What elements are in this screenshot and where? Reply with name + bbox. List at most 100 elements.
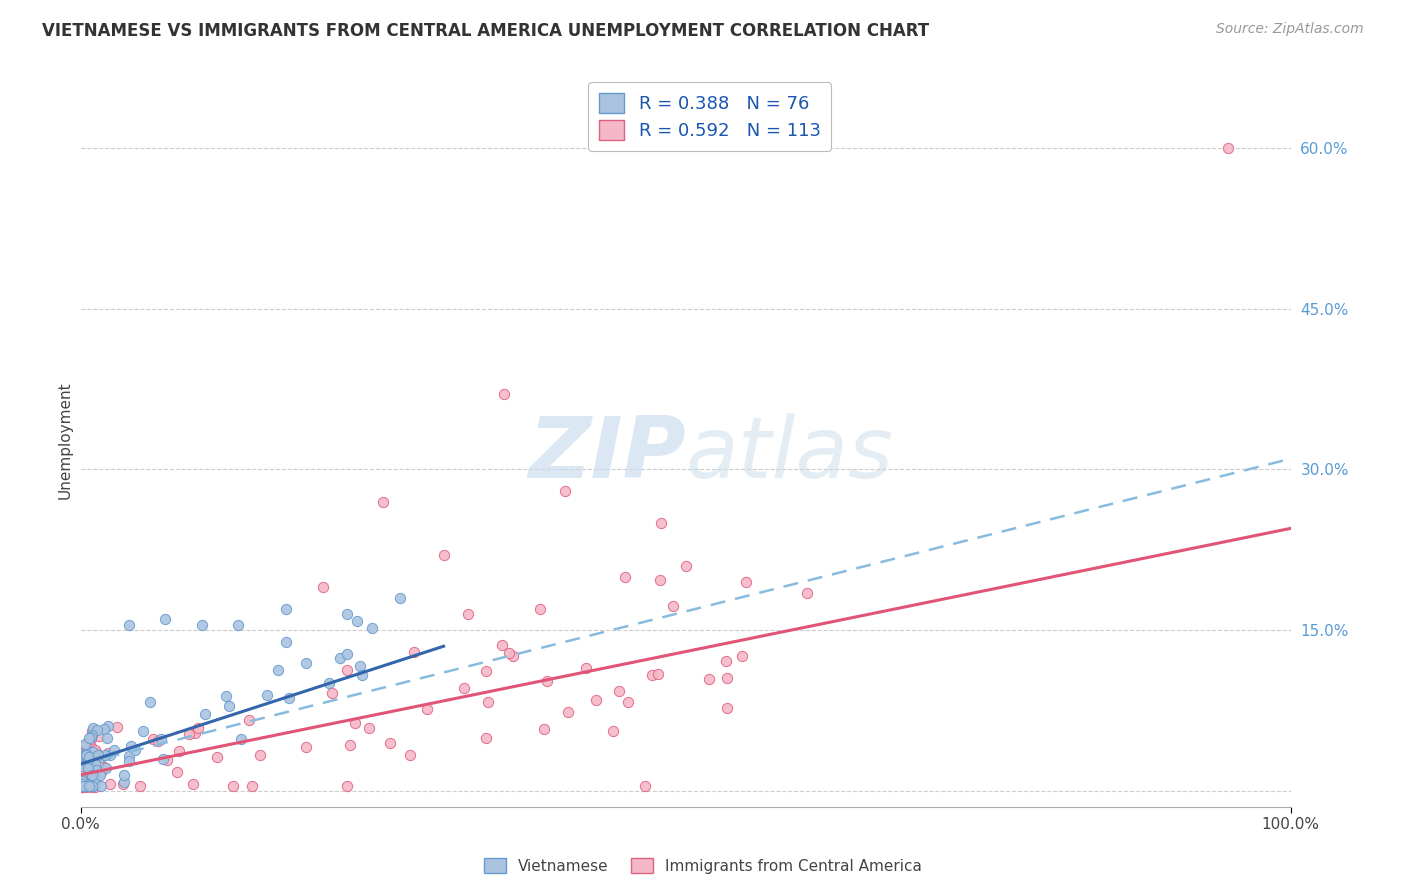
Point [87,747,110,762]
Point [80,780,103,794]
Point [336,647,359,661]
Point [70,747,93,762]
Point [103,743,125,757]
Y-axis label: Unemployment: Unemployment [58,381,72,499]
Point [90,764,112,779]
Point [238,713,260,727]
Point [73,738,96,752]
Point [641,668,664,682]
Point [70,762,93,776]
Point [97,719,120,733]
Point [371,494,394,508]
Point [75,756,97,770]
Point [75,770,97,784]
Point [86,723,108,737]
Point [90,750,112,764]
Point [77,752,100,766]
Point [79,745,101,759]
Point [474,731,496,745]
Point [215,689,238,703]
Point [249,747,271,762]
Point [80,759,103,773]
Point [83,773,105,788]
Point [118,617,141,632]
Point [124,743,146,757]
Point [346,614,368,628]
Legend: Vietnamese, Immigrants from Central America: Vietnamese, Immigrants from Central Amer… [478,852,928,880]
Point [72,761,94,775]
Point [647,667,669,681]
Point [311,580,333,594]
Point [70,764,93,779]
Point [77,752,100,766]
Point [120,739,142,753]
Point [84,780,107,794]
Point [457,607,479,621]
Point [98,747,121,762]
Point [139,695,162,709]
Point [94,761,117,775]
Point [616,696,638,710]
Point [152,752,174,766]
Point [716,654,738,668]
Point [82,721,104,735]
Point [731,648,754,663]
Point [735,574,758,589]
Text: ZIP: ZIP [527,413,686,496]
Point [256,688,278,702]
Point [90,779,112,793]
Point [359,721,381,735]
Point [575,660,598,674]
Point [277,690,299,705]
Point [190,617,212,632]
Point [73,762,96,776]
Point [554,483,576,498]
Point [84,742,107,756]
Point [150,732,173,747]
Point [132,724,155,739]
Point [72,780,94,794]
Point [118,754,141,768]
Point [75,770,97,784]
Point [697,672,720,686]
Point [80,754,103,768]
Point [662,599,685,613]
Point [318,675,340,690]
Point [75,747,97,762]
Point [716,701,738,715]
Point [84,763,107,777]
Point [70,759,93,773]
Point [70,757,93,772]
Point [76,780,98,794]
Point [339,739,361,753]
Point [155,753,177,767]
Point [80,723,103,738]
Point [111,777,134,791]
Point [222,779,245,793]
Point [97,746,120,760]
Point [72,779,94,793]
Point [529,601,551,615]
Point [142,731,165,746]
Point [70,759,93,773]
Point [491,638,513,652]
Point [89,768,111,782]
Point [76,744,98,758]
Point [796,585,818,599]
Point [80,740,103,755]
Point [80,768,103,782]
Point [75,778,97,792]
Point [112,775,135,789]
Point [70,780,93,794]
Point [73,756,96,770]
Point [585,693,607,707]
Point [475,665,498,679]
Point [76,747,98,762]
Point [112,768,135,782]
Point [633,779,655,793]
Point [73,737,96,751]
Point [76,775,98,789]
Point [388,591,411,605]
Point [73,746,96,760]
Point [536,673,558,688]
